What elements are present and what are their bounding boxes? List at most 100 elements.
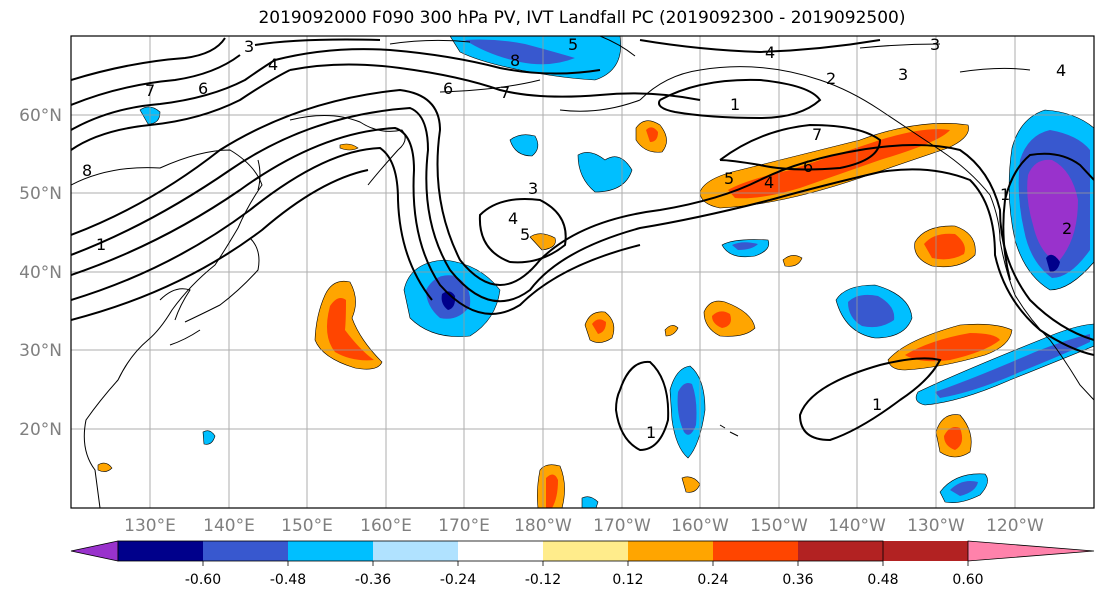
coast-kamchatka (289, 114, 406, 186)
shade-blob-14 (782, 255, 803, 267)
contour-north-2 (71, 59, 276, 131)
colorbar-segment (288, 541, 373, 561)
contour-east-1 (759, 144, 1094, 341)
contour-label: 5 (568, 35, 578, 54)
lat-labels: 60°N 50°N 40°N 30°N 20°N (19, 106, 62, 440)
contour-label: 6 (803, 157, 813, 176)
shade-blob-2-inner (712, 311, 731, 328)
shade-blob-4-inner (944, 427, 963, 450)
shade-hawaii-inner (677, 383, 697, 435)
contour-label: 4 (508, 209, 518, 228)
contour-labels: 3 4 6 1 8 5 7 6 4 2 3 1 7 6 5 4 3 5 4 8 … (82, 35, 1072, 442)
lat-label: 20°N (19, 420, 62, 440)
contour-east-3 (719, 123, 882, 171)
colorbar-ticks (202, 561, 969, 566)
contour-main-4 (71, 146, 433, 301)
coast-japan (169, 159, 261, 346)
contour-label: 2 (1062, 219, 1072, 238)
colorbar-segment (883, 541, 968, 561)
contour-main-5 (71, 169, 369, 321)
lon-label: 170°E (438, 516, 490, 536)
contour-label: 8 (510, 51, 520, 70)
colorbar-tick-label: -0.12 (525, 572, 561, 588)
coast-arctic (389, 36, 1031, 73)
contour-label: 1 (730, 95, 740, 114)
contour-main-3 (71, 126, 641, 315)
contour-label: 4 (765, 43, 775, 62)
lat-label: 60°N (19, 106, 62, 126)
contour-east-2 (769, 168, 1094, 356)
shade-blob-7-inner (732, 242, 758, 250)
contour-label: 1 (872, 395, 882, 414)
lon-label: 170°W (593, 516, 651, 536)
contour-label: 8 (82, 161, 92, 180)
contour-pnw (1002, 152, 1094, 281)
lat-label: 30°N (19, 341, 62, 361)
pv-contours (71, 37, 1094, 452)
contour-subtrop-2 (798, 357, 942, 442)
map-title: 2019092000 F090 300 hPa PV, IVT Landfall… (258, 8, 906, 28)
contour-label: 7 (500, 83, 510, 102)
contour-label: 4 (764, 173, 774, 192)
contour-north-1 (71, 69, 291, 151)
colorbar-frame (117, 540, 884, 562)
colorbar-segment (203, 541, 288, 561)
shade-pnw-deep (1027, 159, 1078, 262)
shade-blob-8 (577, 152, 633, 193)
contour-label: 1 (1000, 185, 1010, 204)
coast-n-america (989, 194, 1094, 401)
shade-blob-15 (202, 430, 216, 445)
coast-korea (159, 288, 191, 321)
shade-blob-9-inner (646, 127, 658, 142)
lon-label: 160°W (671, 516, 729, 536)
colorbar-tick-label: 0.36 (782, 572, 813, 588)
coastlines (71, 36, 1094, 508)
shade-subtrop-inner (905, 333, 1000, 362)
contour-label: 1 (646, 423, 656, 442)
shade-blob-18 (664, 325, 679, 337)
lon-label: 140°W (828, 516, 886, 536)
contour-ridge-2 (274, 48, 601, 75)
colorbar-segment (628, 541, 713, 561)
colorbar: -0.60 -0.48 -0.36 -0.24 -0.12 0.12 0.24 … (70, 540, 1095, 588)
contour-cutoff (478, 198, 567, 264)
colorbar-segment (543, 541, 628, 561)
colorbar-tick-label: 0.12 (612, 572, 643, 588)
contour-ridge-1 (289, 63, 701, 101)
contour-subtrop-1 (614, 360, 670, 452)
shade-blob-6-inner (950, 481, 978, 496)
shade-blob-19 (339, 143, 359, 151)
lon-label: 160°E (360, 516, 412, 536)
contour-label: 5 (724, 169, 734, 188)
lon-labels: 130°E 140°E 150°E 160°E 170°E 180°W 170°… (124, 516, 1044, 536)
plot-frame (70, 35, 1095, 509)
lon-label: 120°W (986, 516, 1044, 536)
colorbar-segment (713, 541, 798, 561)
contour-main-2 (71, 106, 771, 303)
colorbar-tick-label: -0.36 (355, 572, 391, 588)
contour-label: 3 (930, 35, 940, 54)
colorbar-segment (118, 541, 203, 561)
contour-label: 6 (198, 79, 208, 98)
lon-label: 130°W (907, 516, 965, 536)
lon-label: 130°E (124, 516, 176, 536)
coast-asia (71, 149, 263, 508)
colorbar-tick-label: -0.24 (440, 572, 476, 588)
contour-north-3 (71, 54, 241, 106)
contour-main-1 (71, 88, 761, 286)
shade-blob-17 (581, 496, 599, 508)
contour-label: 4 (268, 55, 278, 74)
shade-blob-1-inner (924, 233, 965, 260)
colorbar-segment (458, 541, 543, 561)
lon-label: 140°E (203, 516, 255, 536)
contour-north-arc (639, 39, 881, 54)
colorbar-tick-label: -0.48 (270, 572, 306, 588)
shade-central-inner (848, 294, 895, 328)
coast-alaska (639, 66, 991, 196)
contour-label: 3 (528, 179, 538, 198)
contour-label: 3 (898, 65, 908, 84)
contour-label: 4 (1056, 61, 1066, 80)
shade-blob-5-inner (546, 474, 558, 508)
contour-label: 7 (812, 125, 822, 144)
